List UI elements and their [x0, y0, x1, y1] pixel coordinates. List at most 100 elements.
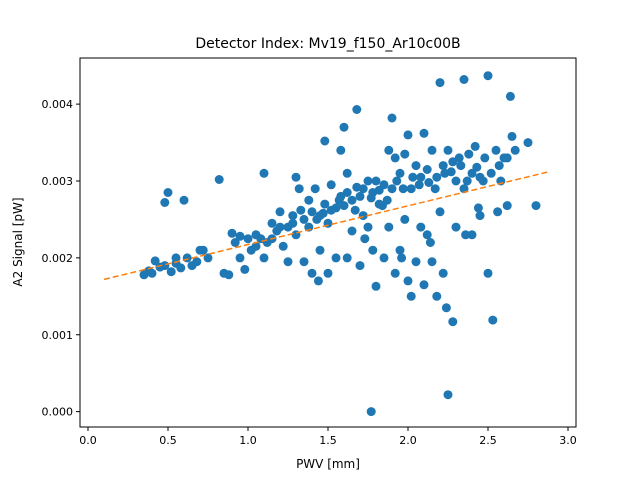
scatter-point [414, 180, 424, 190]
x-axis-label: PWV [mm] [296, 457, 360, 471]
scatter-point [374, 185, 384, 195]
scatter-point [371, 176, 381, 186]
scatter-point [307, 207, 317, 217]
scatter-point [443, 145, 453, 155]
scatter-point [278, 241, 288, 251]
scatter-point [166, 267, 176, 277]
scatter-point [320, 199, 330, 209]
scatter-point [334, 195, 344, 205]
scatter-point [473, 203, 483, 213]
y-tick-label: 0.000 [42, 406, 74, 419]
scatter-point [251, 241, 261, 251]
x-tick-label: 3.0 [559, 434, 577, 447]
chart-title: Detector Index: Mv19_f150_Ar10c00B [195, 36, 460, 52]
scatter-point [203, 253, 213, 263]
scatter-point [425, 238, 435, 247]
scatter-point [227, 228, 237, 238]
scatter-point [235, 231, 245, 241]
scatter-point [243, 234, 253, 244]
scatter-point [182, 253, 192, 263]
scatter-point [467, 230, 477, 240]
scatter-point [502, 153, 512, 163]
scatter-point [318, 208, 328, 218]
scatter-point [366, 407, 376, 417]
scatter-point [467, 168, 477, 178]
scatter-point [454, 153, 464, 163]
scatter-point [355, 191, 365, 201]
scatter-point [214, 175, 224, 184]
scatter-point [150, 256, 160, 266]
scatter-point [486, 168, 496, 178]
scatter-point [451, 222, 461, 232]
scatter-point [160, 261, 170, 271]
scatter-point [419, 280, 429, 290]
scatter-point [443, 390, 453, 400]
scatter-point [259, 253, 269, 263]
fit-line [103, 171, 549, 281]
scatter-point [400, 149, 410, 159]
scatter-point [384, 145, 394, 155]
scatter-point [352, 105, 362, 114]
x-tick-label: 2.5 [479, 434, 497, 447]
scatter-point [363, 222, 373, 232]
scatter-point [387, 184, 397, 194]
scatter-point [416, 172, 426, 182]
scatter-point [358, 211, 368, 221]
scatter-point [523, 138, 533, 148]
scatter-point [326, 205, 336, 215]
scatter-point [435, 207, 445, 217]
y-tick-label: 0.001 [42, 329, 74, 342]
scatter-point [304, 222, 314, 232]
scatter-point [275, 207, 285, 217]
x-tick-label: 1.0 [239, 434, 257, 447]
scatter-point [411, 257, 421, 267]
scatter-point [456, 161, 466, 171]
scatter-point [224, 270, 234, 280]
scatter-point [347, 195, 357, 205]
scatter-point [360, 234, 370, 244]
scatter-point [430, 184, 440, 194]
x-tick-label: 2.0 [399, 434, 417, 447]
scatter-point [435, 78, 445, 88]
scatter-point [342, 168, 352, 178]
scatter-point [387, 113, 397, 123]
y-axis-label: A2 Signal [pW] [11, 197, 25, 286]
scatter-point [366, 193, 376, 203]
y-tick-label: 0.002 [42, 252, 74, 265]
scatter-point [315, 245, 325, 255]
x-tick-label: 0.0 [79, 434, 97, 447]
scatter-point [398, 184, 408, 194]
scatter-point [493, 207, 503, 217]
scatter-point [408, 172, 418, 182]
scatter-point [448, 317, 458, 327]
scatter-point [461, 230, 471, 240]
y-tick-label: 0.003 [42, 175, 74, 188]
scatter-point [390, 153, 400, 163]
scatter-point [427, 145, 437, 155]
scatter-point [397, 253, 407, 263]
scatter-point [275, 222, 285, 232]
scatter-point [171, 253, 181, 263]
scatter-point [411, 161, 421, 171]
scatter-point [198, 245, 208, 255]
scatter-point [502, 201, 512, 211]
scatter-point [472, 162, 482, 172]
scatter-point [342, 188, 352, 197]
scatter-point [342, 253, 352, 263]
scatter-point [235, 253, 245, 263]
scatter-point [507, 131, 517, 141]
scatter-point [299, 214, 309, 224]
scatter-point [339, 122, 349, 132]
scatter-point [446, 167, 456, 177]
scatter-point [192, 257, 202, 267]
scatter-point [462, 176, 472, 186]
scatter-point [283, 257, 293, 267]
scatter-point [371, 281, 381, 291]
scatter-point [377, 201, 387, 211]
scatter-point [326, 180, 336, 190]
scatter-point [379, 253, 389, 263]
scatter-point [291, 172, 301, 182]
scatter-point [363, 176, 373, 186]
scatter-point [240, 264, 250, 274]
